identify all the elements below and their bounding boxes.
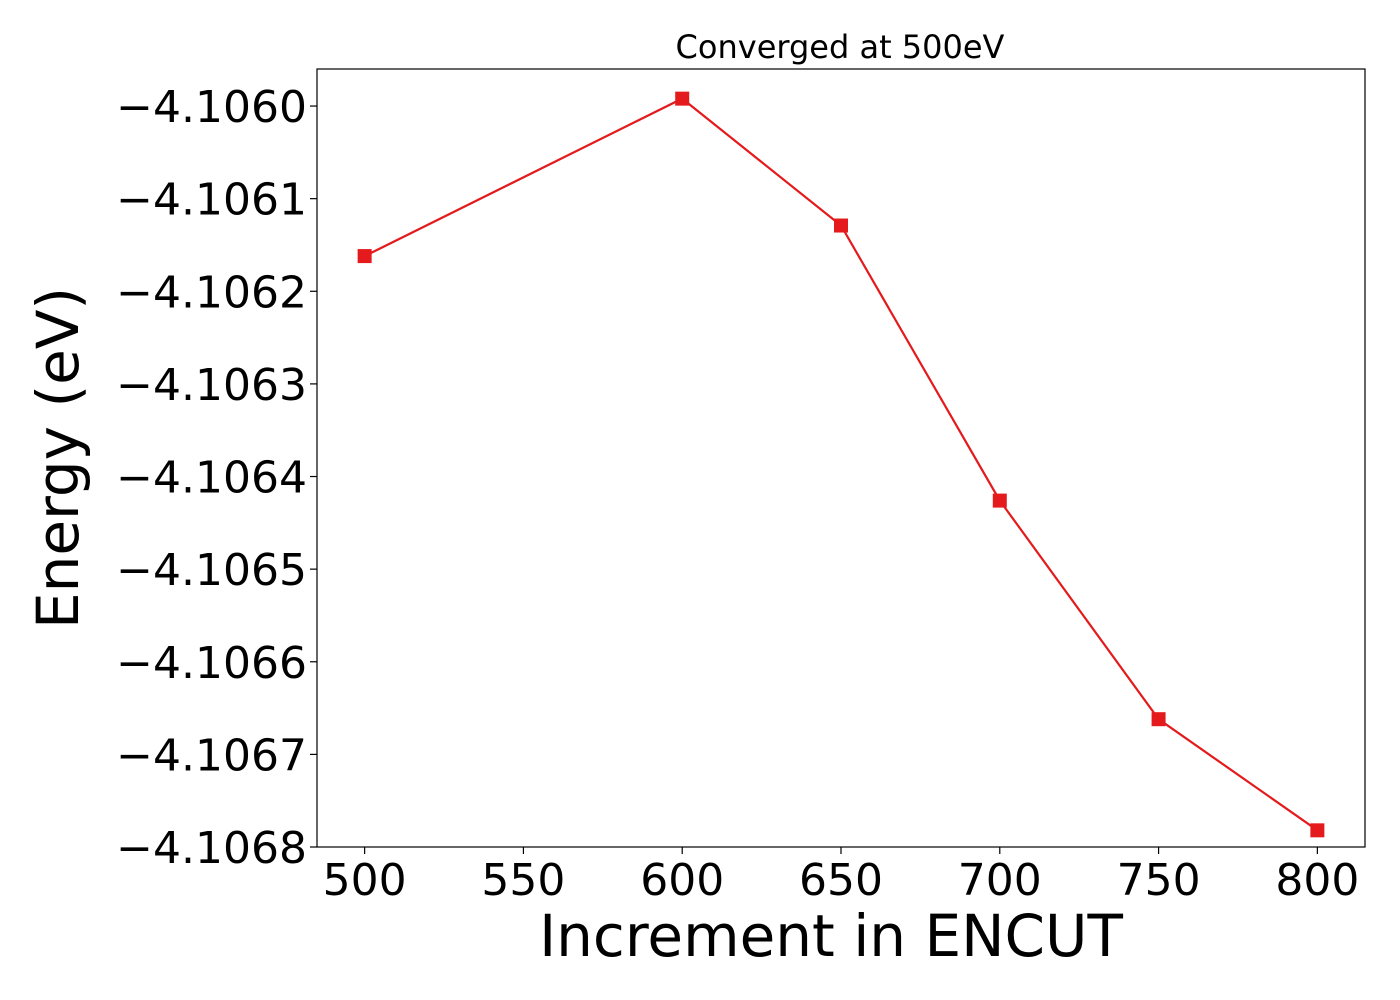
x-tick-label: 800 xyxy=(1275,855,1359,906)
x-tick-label: 650 xyxy=(799,855,883,906)
energy-series xyxy=(357,91,1325,838)
x-tick-label: 750 xyxy=(1117,855,1201,906)
y-tick-label: −4.1068 xyxy=(116,823,307,874)
y-tick-label: −4.1061 xyxy=(116,175,307,226)
data-point-marker xyxy=(1310,823,1325,838)
x-axis-ticks: 500 550 600 650 700 750 800 xyxy=(323,847,1359,906)
y-tick-label: −4.1063 xyxy=(116,360,307,411)
y-tick-label: −4.1062 xyxy=(116,267,307,318)
data-point-marker xyxy=(357,249,372,264)
y-axis-label: Energy (eV) xyxy=(24,287,92,629)
data-point-marker xyxy=(675,91,690,106)
plot-frame xyxy=(316,68,1366,848)
y-tick-label: −4.1067 xyxy=(116,730,307,781)
chart-title: Converged at 500eV xyxy=(676,28,1005,66)
y-tick-label: −4.1065 xyxy=(116,545,307,596)
data-point-marker xyxy=(1151,712,1166,727)
x-tick-label: 550 xyxy=(481,855,565,906)
y-tick-label: −4.1066 xyxy=(116,638,307,689)
data-point-marker xyxy=(992,493,1007,508)
y-axis-ticks: −4.1068 −4.1067 −4.1066 −4.1065 −4.1064 −4.10… xyxy=(116,82,317,874)
series-line xyxy=(364,97,1319,832)
x-axis-label: Increment in ENCUT xyxy=(539,902,1123,970)
y-tick-label: −4.1060 xyxy=(116,82,307,133)
x-tick-label: 600 xyxy=(640,855,724,906)
data-point-marker xyxy=(834,218,848,233)
x-tick-label: 500 xyxy=(323,855,407,906)
y-tick-label: −4.1064 xyxy=(116,453,307,504)
x-tick-label: 700 xyxy=(958,855,1042,906)
